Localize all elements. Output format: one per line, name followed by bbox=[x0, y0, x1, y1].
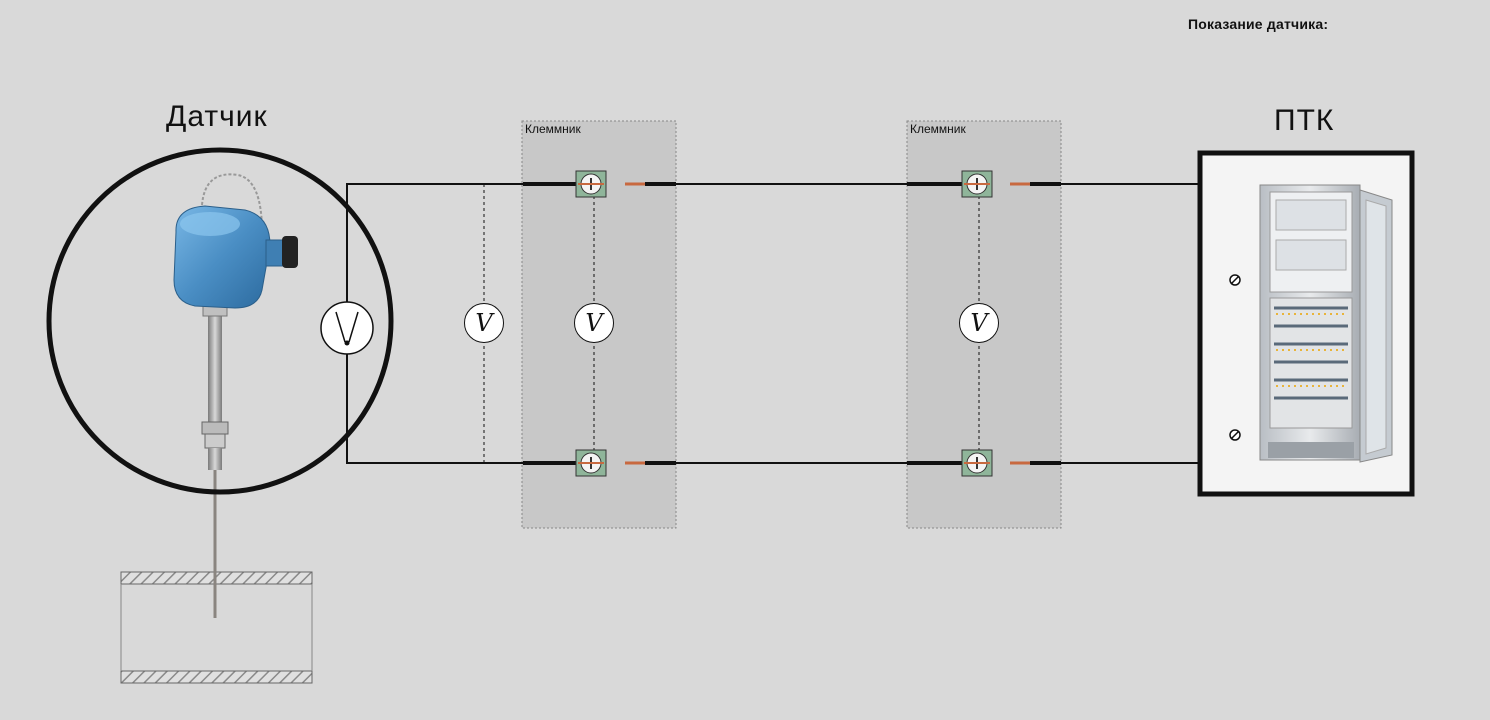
pipe bbox=[120, 571, 313, 684]
thermocouple-symbol-icon[interactable] bbox=[320, 301, 374, 355]
sensor-reading-label: Показание датчика: bbox=[1188, 16, 1329, 32]
ptk-input-terminal-icon[interactable] bbox=[1229, 274, 1241, 286]
terminal-block-label: Клеммник bbox=[525, 122, 581, 136]
voltmeter-1[interactable]: V bbox=[464, 303, 504, 343]
screw-terminal[interactable] bbox=[961, 449, 993, 477]
screw-terminal[interactable] bbox=[575, 449, 607, 477]
cable-segments bbox=[523, 182, 1061, 465]
ptk-title: ПТК bbox=[1274, 104, 1335, 137]
thermocouple-sensor bbox=[173, 173, 298, 470]
sensor-title: Датчик bbox=[166, 100, 268, 133]
terminal-block-label: Клеммник bbox=[910, 122, 966, 136]
screw-terminal[interactable] bbox=[575, 170, 607, 198]
ptk-input-terminal-icon[interactable] bbox=[1229, 429, 1241, 441]
voltmeter-3[interactable]: V bbox=[959, 303, 999, 343]
screw-terminal[interactable] bbox=[961, 170, 993, 198]
voltmeter-2[interactable]: V bbox=[574, 303, 614, 343]
control-cabinet bbox=[1259, 184, 1393, 463]
sensor-circle bbox=[46, 147, 394, 495]
